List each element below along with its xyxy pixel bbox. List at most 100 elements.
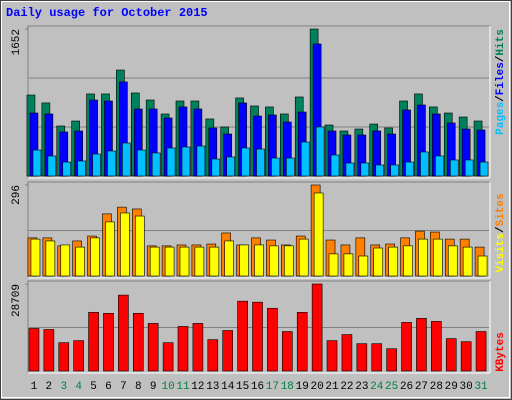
bar <box>390 164 399 177</box>
bar <box>449 159 459 177</box>
x-tick-label: 30 <box>460 381 473 393</box>
bar <box>311 283 323 372</box>
legend-entry: Hits <box>495 29 507 55</box>
bar <box>326 340 338 372</box>
bar <box>224 240 235 277</box>
bar <box>239 244 249 277</box>
bar <box>286 157 295 177</box>
legend-entry: Files <box>495 62 507 95</box>
legend-separator: / <box>495 95 507 102</box>
x-tick-label: 16 <box>251 381 264 393</box>
x-tick-label: 26 <box>400 381 413 393</box>
bar <box>343 253 354 277</box>
bar <box>418 238 428 277</box>
x-tick-label: 28 <box>430 381 443 393</box>
legend: KBytes <box>495 332 507 372</box>
bar <box>373 247 384 277</box>
x-tick-label: 9 <box>150 381 157 393</box>
x-tick-label: 3 <box>60 381 67 393</box>
bar <box>226 156 236 177</box>
bar <box>181 146 191 177</box>
bar <box>28 328 40 372</box>
x-tick-label: 29 <box>445 381 458 393</box>
y-tick-label: 28709 <box>11 284 23 317</box>
bar <box>267 307 278 372</box>
bar <box>107 150 116 177</box>
x-tick-label: 2 <box>46 381 53 393</box>
bar <box>330 154 340 177</box>
bar <box>209 246 220 277</box>
bar <box>475 331 487 372</box>
x-tick-label: 1 <box>31 381 38 393</box>
bar <box>32 149 42 177</box>
bar <box>296 311 308 372</box>
bar <box>192 323 204 372</box>
x-tick-label: 15 <box>236 381 249 393</box>
bar <box>433 238 443 277</box>
x-tick-label: 21 <box>325 381 339 393</box>
x-tick-label: 6 <box>105 381 112 393</box>
bar <box>164 246 175 277</box>
bar <box>179 246 190 277</box>
bar <box>464 159 474 177</box>
bar <box>356 343 368 372</box>
legend-separator: / <box>495 226 507 233</box>
x-tick-label: 22 <box>340 381 353 393</box>
bar <box>120 212 130 277</box>
bar <box>315 126 325 177</box>
bar <box>420 151 429 177</box>
bar <box>90 237 100 277</box>
bar <box>345 162 355 177</box>
y-tick-label: 1652 <box>11 29 23 55</box>
bar <box>445 338 457 372</box>
chart-title: Daily usage for October 2015 <box>6 6 208 20</box>
x-tick-label: 10 <box>161 381 174 393</box>
x-tick-label: 12 <box>191 381 204 393</box>
bar <box>237 300 248 372</box>
bar <box>105 221 115 277</box>
legend-entry: Pages <box>495 102 507 135</box>
bar <box>447 245 458 277</box>
bar <box>341 334 353 372</box>
bar <box>162 342 174 372</box>
bar <box>416 318 427 372</box>
x-tick-label: 27 <box>415 381 428 393</box>
bar <box>122 142 131 177</box>
bar <box>388 246 398 277</box>
bar <box>73 340 84 372</box>
bar <box>136 149 146 177</box>
bar <box>479 161 489 177</box>
x-tick-label: 13 <box>206 381 219 393</box>
x-tick-label: 14 <box>221 381 235 393</box>
bar <box>241 147 250 177</box>
x-tick-label: 11 <box>176 381 190 393</box>
bar <box>462 246 473 277</box>
x-tick-label: 25 <box>385 381 398 393</box>
bar <box>431 321 442 372</box>
bar <box>252 301 263 372</box>
bar <box>166 147 176 177</box>
x-tick-label: 17 <box>266 381 279 393</box>
bar <box>211 158 221 177</box>
bar <box>151 152 161 177</box>
bar <box>282 331 293 372</box>
bar <box>435 155 444 177</box>
bar <box>103 313 114 372</box>
bar <box>118 294 129 372</box>
legend-entry: Sites <box>495 193 507 226</box>
bar <box>132 313 144 372</box>
bar <box>149 246 160 277</box>
bar <box>134 215 145 277</box>
bar <box>328 253 339 277</box>
bar <box>194 246 205 277</box>
legend: Pages/Files/Hits <box>495 29 507 135</box>
bar <box>147 323 159 372</box>
x-tick-label: 20 <box>311 381 324 393</box>
bar <box>371 343 383 372</box>
bar <box>222 330 234 372</box>
bar <box>460 341 472 372</box>
bar <box>405 161 414 177</box>
bar <box>358 255 369 277</box>
x-tick-label: 19 <box>296 381 309 393</box>
